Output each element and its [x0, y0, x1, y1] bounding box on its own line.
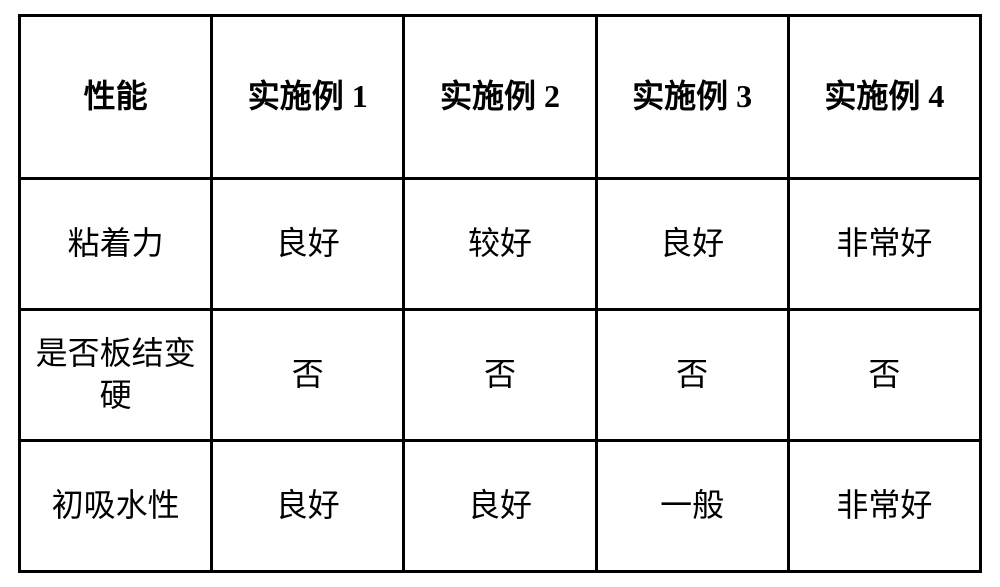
row-label: 粘着力: [20, 179, 212, 310]
row-label: 是否板结变硬: [20, 310, 212, 441]
cell: 一般: [596, 441, 788, 572]
col-header-ex2: 实施例 2: [404, 16, 596, 179]
table-header-row: 性能 实施例 1 实施例 2 实施例 3 实施例 4: [20, 16, 981, 179]
cell: 良好: [212, 441, 404, 572]
cell: 非常好: [788, 179, 980, 310]
cell: 较好: [404, 179, 596, 310]
performance-table: 性能 实施例 1 实施例 2 实施例 3 实施例 4 粘着力 良好 较好 良好 …: [18, 14, 982, 573]
col-header-ex1: 实施例 1: [212, 16, 404, 179]
table-row: 初吸水性 良好 良好 一般 非常好: [20, 441, 981, 572]
cell: 否: [404, 310, 596, 441]
table-row: 粘着力 良好 较好 良好 非常好: [20, 179, 981, 310]
table-container: 性能 实施例 1 实施例 2 实施例 3 实施例 4 粘着力 良好 较好 良好 …: [0, 0, 1000, 587]
cell: 良好: [596, 179, 788, 310]
cell: 良好: [212, 179, 404, 310]
col-header-ex4: 实施例 4: [788, 16, 980, 179]
table-row: 是否板结变硬 否 否 否 否: [20, 310, 981, 441]
col-header-property: 性能: [20, 16, 212, 179]
col-header-ex3: 实施例 3: [596, 16, 788, 179]
cell: 否: [788, 310, 980, 441]
cell: 否: [596, 310, 788, 441]
cell: 否: [212, 310, 404, 441]
row-label: 初吸水性: [20, 441, 212, 572]
cell: 良好: [404, 441, 596, 572]
cell: 非常好: [788, 441, 980, 572]
